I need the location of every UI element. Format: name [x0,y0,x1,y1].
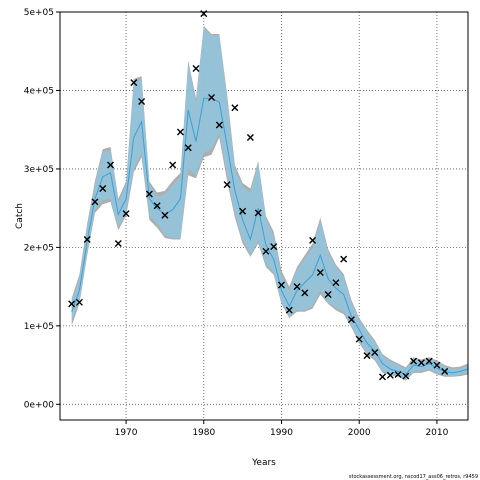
y-axis-ticks: 0e+00 1e+05 2e+05 3e+05 4e+05 5e+05 [24,8,60,410]
y-tick-label: 0e+00 [24,400,55,410]
observed-point [91,198,99,206]
y-tick-label: 2e+05 [24,243,54,253]
observed-point [285,306,293,314]
observed-point [184,144,192,152]
x-tick-label: 2010 [425,428,448,438]
observed-point [107,161,115,169]
observed-point [410,357,418,365]
y-tick-label: 5e+05 [24,8,54,18]
footnote: stockassessment.org, nscod17_ass06_retro… [349,474,478,480]
observed-point [316,268,324,276]
observed-point [363,352,371,360]
confidence-band-inner [71,27,468,380]
y-tick-label: 4e+05 [24,86,54,96]
observed-point [223,181,231,189]
observed-point [355,335,363,343]
observed-point [301,289,309,297]
observed-point [122,210,130,218]
observed-point [138,97,146,105]
observed-point [293,283,301,291]
x-tick-label: 2000 [348,428,371,438]
observed-point [340,255,348,263]
observed-point [192,64,200,72]
observed-point [309,236,317,244]
observed-point [239,207,247,215]
observed-point [417,359,425,367]
observed-point [324,290,332,298]
observed-point [441,367,449,375]
observed-point [145,190,153,198]
observed-point [169,161,177,169]
observed-point [394,370,402,378]
observed-point [371,349,379,357]
x-tick-label: 1970 [115,428,138,438]
observed-point [215,121,223,129]
observed-point [114,239,122,247]
observed-point [402,372,410,380]
observed-point [332,279,340,287]
observed-point [270,243,278,251]
observed-point [83,236,91,244]
observed-points [68,10,449,381]
x-tick-label: 1990 [270,428,293,438]
observed-point [386,371,394,379]
observed-point [433,361,441,369]
observed-point [425,357,433,365]
observed-point [208,94,216,102]
estimate-line [71,97,469,376]
observed-point [379,373,387,381]
observed-point [254,209,262,217]
grid [60,12,468,420]
observed-point [75,298,83,306]
y-tick-label: 1e+05 [24,322,54,332]
observed-point [130,79,138,87]
observed-point [176,128,184,136]
y-tick-label: 3e+05 [24,165,54,175]
observed-point [68,300,76,308]
observed-point [231,104,239,112]
x-axis-ticks: 1970 1980 1990 2000 2010 [115,420,449,438]
x-tick-label: 1980 [192,428,215,438]
y-axis-label: Catch [15,203,25,229]
observed-point [161,211,169,219]
observed-point [277,281,285,289]
observed-point [99,185,107,193]
observed-point [246,134,254,142]
observed-point [347,316,355,324]
observed-point [153,202,161,210]
plot-frame [59,11,469,421]
x-axis-label: Years [251,458,276,468]
observed-point [262,247,270,255]
